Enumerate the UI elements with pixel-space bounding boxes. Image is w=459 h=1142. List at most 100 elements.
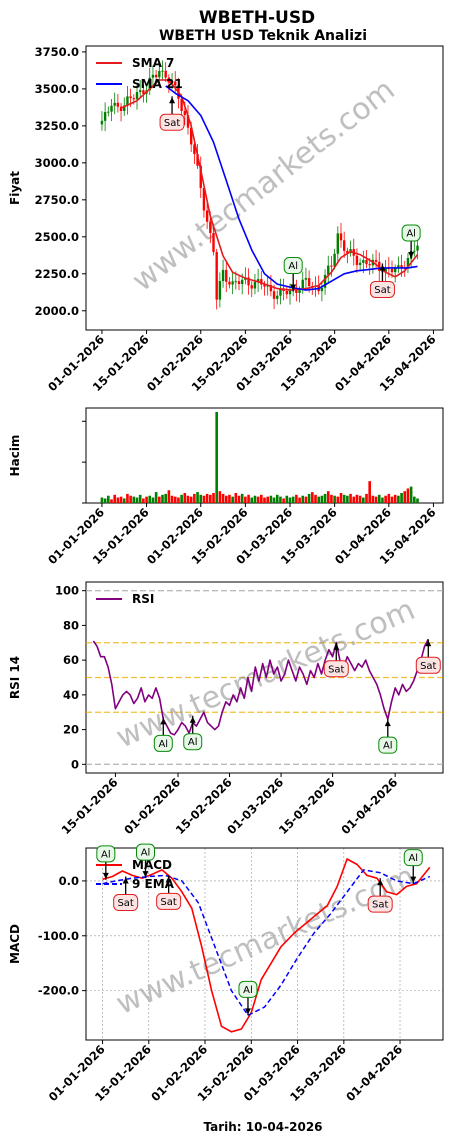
price-candle-body — [158, 70, 161, 78]
price-candle-body — [189, 127, 193, 145]
volume-bar — [231, 496, 234, 503]
price-y-axis-label: Fiyat — [8, 171, 22, 205]
price-candle-body — [374, 259, 378, 262]
price-candle-body — [400, 265, 403, 268]
volume-bar — [228, 494, 231, 503]
volume-bar — [317, 496, 320, 503]
rsi-y-axis-label: RSI 14 — [8, 656, 22, 699]
price-candle-body — [221, 269, 225, 282]
price-candle-body — [183, 111, 187, 116]
price-candle-body — [272, 291, 276, 299]
volume-bar — [288, 497, 292, 503]
volume-bar — [145, 496, 148, 503]
price-y-tick-label: 2000.0 — [35, 304, 79, 318]
price-candle-body — [323, 274, 327, 288]
rsi-signal-label: Al — [383, 741, 393, 752]
volume-bar — [113, 494, 116, 503]
chart-title: WBETH-USD — [199, 8, 315, 28]
volume-bar — [170, 495, 174, 503]
rsi-signal-arrowhead — [425, 640, 432, 647]
volume-bar — [177, 497, 180, 503]
volume-bar — [377, 494, 381, 503]
rsi-signal-badge — [323, 660, 349, 678]
volume-bar — [116, 497, 120, 503]
price-candle-body — [406, 258, 410, 269]
price-candle-body — [384, 267, 387, 273]
price-signal-label: Sat — [374, 285, 390, 296]
price-candle-body — [202, 187, 206, 211]
volume-bar — [256, 496, 260, 503]
volume-bar — [295, 494, 298, 503]
volume-bar — [209, 494, 212, 503]
price-panel-frame — [85, 45, 444, 331]
macd-line — [102, 858, 431, 1033]
price-signal-badge — [369, 280, 395, 298]
macd-legend-label: 9 EMA — [132, 877, 175, 891]
rsi-y-tick-label: 40 — [63, 688, 79, 702]
price-candle-body — [231, 281, 234, 285]
volume-bar — [240, 493, 244, 503]
volume-bar — [250, 497, 254, 503]
rsi-signal-label: Al — [158, 739, 168, 750]
volume-bar — [122, 498, 126, 503]
rsi-signal-label: Sat — [328, 664, 344, 675]
rsi-signal-arrowhead — [189, 716, 196, 723]
price-candle-body — [346, 250, 349, 254]
volume-bar — [285, 495, 289, 503]
price-candle-body — [362, 260, 365, 263]
price-candle-body — [161, 70, 164, 72]
volume-bar — [323, 493, 327, 503]
volume-bar — [196, 492, 199, 503]
volume-bar — [247, 494, 250, 503]
price-candle-body — [126, 96, 129, 106]
price-candle-body — [237, 281, 241, 285]
price-candle-body — [330, 265, 333, 267]
volume-bar — [358, 495, 362, 503]
macd-signal-badge — [96, 845, 116, 863]
price-candle-body — [416, 245, 419, 251]
volume-bar — [368, 481, 371, 503]
x-axis-footer-label: Tarih: 10-04-2026 — [203, 1120, 322, 1134]
sma21-line — [165, 85, 418, 291]
volume-bar — [298, 497, 301, 503]
volume-bar — [307, 493, 311, 503]
price-candle-body — [298, 289, 301, 293]
rsi-y-tick-label: 0 — [71, 757, 79, 771]
price-y-tick-label: 3000.0 — [35, 156, 79, 170]
rsi-signal-label: Al — [188, 737, 198, 748]
volume-bar — [282, 498, 285, 503]
volume-bar — [266, 496, 269, 503]
price-candle-body — [100, 120, 104, 125]
volume-bar — [100, 497, 104, 503]
volume-bar — [180, 494, 183, 503]
macd-signal-label: Sat — [160, 897, 176, 908]
volume-bar — [400, 492, 403, 503]
volume-bar — [406, 488, 410, 503]
price-candle-body — [336, 233, 340, 254]
price-candle-body — [193, 144, 196, 155]
price-candle-body — [253, 281, 257, 289]
macd-signal-label: Al — [141, 848, 151, 859]
price-candle-body — [260, 279, 263, 285]
price-candle-body — [113, 102, 116, 106]
price-y-tick-label: 3500.0 — [35, 82, 79, 96]
macd-signal-label: Al — [408, 853, 418, 864]
price-candle-body — [304, 278, 308, 280]
volume-bar — [260, 494, 263, 503]
volume-bar — [333, 495, 336, 503]
price-candle-body — [180, 98, 183, 112]
price-candle-body — [215, 252, 218, 300]
rsi-signal-arrowhead — [384, 720, 391, 727]
volume-bar — [384, 495, 387, 503]
volume-panel-frame — [85, 407, 444, 504]
volume-bar — [193, 493, 196, 503]
volume-bar — [272, 497, 276, 503]
volume-bar — [164, 493, 167, 503]
price-candle-body — [288, 290, 292, 295]
volume-bar — [326, 491, 330, 503]
volume-bar — [212, 492, 215, 503]
price-y-tick-label: 2750.0 — [35, 193, 79, 207]
volume-bar — [349, 493, 352, 503]
price-candle-body — [320, 287, 324, 292]
price-candle-body — [135, 92, 139, 100]
